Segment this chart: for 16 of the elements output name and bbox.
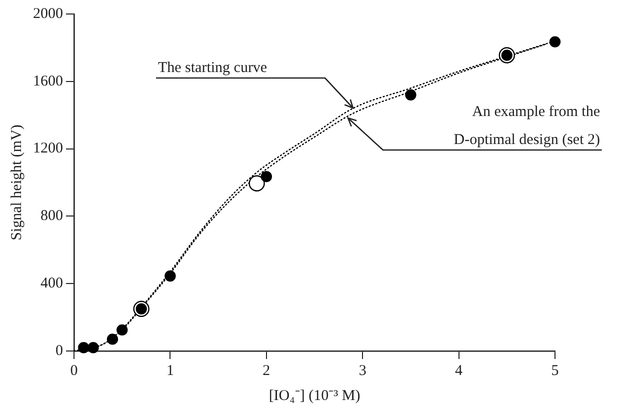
- x-tick-label: 2: [262, 362, 270, 379]
- y-axis-title: Signal height (mV): [8, 124, 25, 240]
- y-tick-label: 0: [56, 342, 63, 359]
- y-tick-label: 2000: [33, 6, 63, 22]
- y-tick-label: 800: [40, 208, 63, 224]
- y-tick-label: 1200: [33, 140, 63, 157]
- y-tick-label: 1600: [33, 73, 63, 90]
- annotation: An example from the D-optimal design (set 2): [454, 103, 600, 150]
- x-tick-label: 4: [455, 362, 464, 379]
- x-tick-label: 1: [166, 362, 174, 379]
- y-tick-label: 400: [40, 276, 63, 292]
- x-axis-title: [IO₄⁻] (10⁻³ M): [268, 388, 360, 404]
- x-tick-label: 3: [358, 362, 366, 379]
- x-tick-label: 5: [551, 362, 559, 379]
- annotation: The starting curve: [158, 59, 268, 78]
- x-tick-label: 0: [70, 362, 78, 379]
